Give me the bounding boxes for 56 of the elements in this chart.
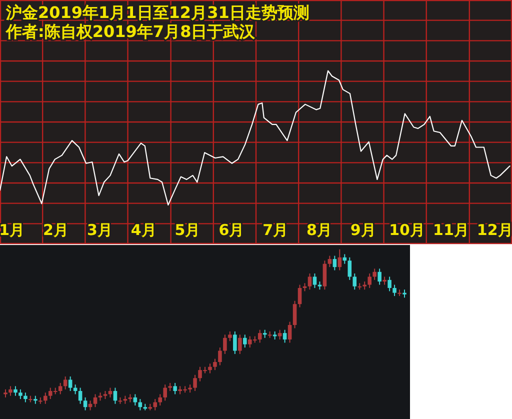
candlestick bbox=[388, 276, 392, 292]
candlestick bbox=[392, 284, 396, 297]
candlestick bbox=[24, 392, 28, 403]
x-tick-label: 3月 bbox=[86, 221, 112, 239]
candlestick bbox=[278, 329, 282, 340]
candlestick bbox=[328, 255, 332, 268]
x-tick-label: 11月 bbox=[433, 221, 469, 239]
candlestick bbox=[352, 272, 357, 290]
x-tick-label: 10月 bbox=[389, 221, 425, 239]
x-tick-label: 8月 bbox=[306, 221, 332, 239]
candlestick bbox=[213, 358, 217, 371]
candlestick bbox=[133, 394, 138, 406]
candlestick bbox=[233, 330, 237, 354]
candlestick bbox=[63, 376, 68, 390]
candlestick bbox=[238, 334, 242, 354]
x-tick-label: 5月 bbox=[174, 221, 200, 239]
candlestick bbox=[338, 248, 342, 271]
candlestick bbox=[78, 387, 82, 404]
candlestick bbox=[153, 398, 158, 411]
candlestick bbox=[173, 382, 177, 395]
candlestick bbox=[208, 363, 212, 374]
candlestick bbox=[298, 284, 302, 308]
candlestick bbox=[83, 396, 88, 411]
candlestick bbox=[58, 382, 62, 395]
candlestick bbox=[113, 387, 118, 404]
candlestick bbox=[312, 272, 317, 288]
candlestick bbox=[282, 329, 287, 344]
candlestick bbox=[223, 334, 227, 354]
x-tick-label: 7月 bbox=[262, 221, 288, 239]
x-tick-label: 4月 bbox=[130, 221, 156, 239]
candlestick bbox=[18, 388, 22, 400]
x-tick-label: 12月 bbox=[476, 221, 512, 239]
x-tick-label: 6月 bbox=[218, 221, 244, 239]
candlestick bbox=[228, 330, 232, 342]
candlestick bbox=[348, 256, 352, 280]
candlestick bbox=[93, 394, 98, 408]
candlestick bbox=[372, 268, 376, 280]
candlestick bbox=[44, 392, 48, 404]
x-tick-label: 2月 bbox=[43, 221, 68, 239]
candlestick bbox=[243, 334, 247, 348]
candlestick bbox=[218, 347, 222, 366]
candlestick bbox=[288, 321, 292, 344]
candlestick bbox=[292, 300, 297, 329]
candlestick bbox=[163, 384, 167, 402]
candlestick bbox=[332, 255, 337, 271]
candlestick bbox=[308, 272, 312, 290]
candlestick bbox=[322, 260, 327, 290]
candlestick bbox=[68, 376, 72, 392]
candlestick bbox=[158, 394, 162, 406]
candlestick bbox=[14, 386, 18, 396]
x-tick-label: 9月 bbox=[350, 221, 376, 239]
candlestick bbox=[8, 386, 12, 396]
candlestick bbox=[368, 272, 372, 288]
candlestick bbox=[378, 268, 382, 286]
candlestick bbox=[193, 374, 197, 392]
candlestick bbox=[258, 329, 262, 344]
